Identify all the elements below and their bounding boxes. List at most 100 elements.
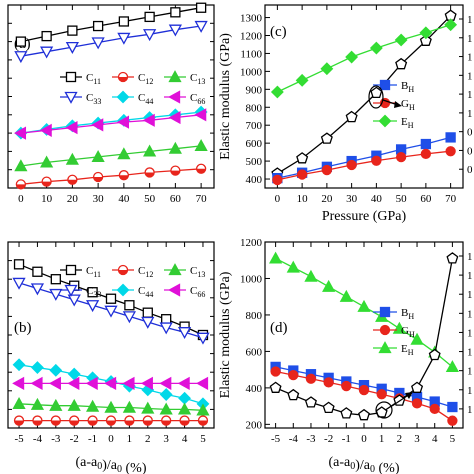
legend-sub: 11 (93, 270, 101, 279)
point-EH (444, 18, 458, 32)
legend-label-C13: C13 (190, 72, 205, 86)
point-C13 (65, 152, 79, 165)
legend-marker-C66 (168, 283, 181, 297)
point-C13 (177, 402, 192, 415)
legend-sub: 13 (197, 270, 205, 279)
legend-base: C (138, 92, 145, 104)
series-C13 (12, 396, 210, 416)
legend-sub: 13 (197, 77, 205, 86)
point-GH (296, 169, 308, 180)
x-axis-label-part: (%) (122, 461, 147, 474)
point-C11 (32, 266, 43, 277)
point-C11 (161, 314, 172, 325)
point-C12-fill (88, 420, 98, 426)
x-tick-label: 3 (163, 433, 169, 445)
point-C11 (41, 30, 52, 42)
point-GH (346, 159, 357, 171)
point-C12-fill (42, 181, 52, 187)
point-C66 (104, 376, 117, 390)
point-C11 (195, 2, 207, 13)
right-tick-label: 0 (467, 164, 473, 176)
point-GH (272, 174, 283, 186)
legend-marker-C13 (168, 263, 182, 276)
x-tick-label: 70 (196, 193, 208, 205)
x-axis-label: (a-a0)/a0 (%) (75, 455, 146, 474)
point-C13 (194, 139, 208, 152)
series-EH (270, 18, 458, 99)
y-tick-label: 600 (246, 138, 263, 150)
point-theta (375, 406, 388, 418)
x-tick-label: 20 (67, 193, 79, 205)
point-C12-fill (180, 420, 190, 426)
series-C33 (14, 20, 208, 64)
point-C66 (39, 123, 52, 137)
y-tick-label: 400 (246, 383, 263, 395)
point-C11 (87, 287, 98, 298)
legend-marker-EH (378, 341, 392, 354)
point-GH (429, 403, 440, 415)
point-C66 (91, 118, 104, 132)
legend-base: E (401, 116, 408, 128)
legend-marker-C33 (64, 91, 78, 104)
point-GH (376, 389, 387, 400)
point-C44 (12, 358, 26, 372)
legend-label-GH: GH (401, 325, 415, 339)
point-C66 (65, 121, 78, 135)
x-tick-label: 10 (41, 193, 53, 205)
point-C12-fill (69, 420, 79, 426)
x-tick-label: -3 (51, 433, 61, 445)
legend-sub: H (409, 103, 415, 112)
legend-base: G (401, 98, 409, 110)
point-GH (395, 151, 407, 163)
legend-base: C (190, 92, 197, 104)
point-C33 (49, 288, 63, 301)
legend-base: C (86, 72, 93, 84)
x-tick-label: 50 (144, 193, 156, 205)
legend-label-C44: C44 (138, 92, 153, 106)
point-theta (428, 348, 441, 361)
right-tick-label: 1 (467, 108, 473, 120)
legend-base: E (401, 343, 408, 355)
point-theta (322, 401, 335, 414)
point-C12-fill (124, 420, 134, 426)
series-C66 (12, 376, 209, 390)
point-C33 (91, 37, 105, 50)
panel-label-c: (c) (270, 24, 287, 40)
point-C44 (49, 363, 63, 377)
point-C33 (104, 305, 118, 318)
right-tick-label: 1 (467, 327, 473, 339)
legend-base: C (190, 72, 197, 84)
x-tick-label: 0 (361, 433, 367, 445)
legend-base: C (138, 72, 145, 84)
x-tick-label: 4 (182, 433, 188, 445)
legend-base: C (138, 285, 145, 297)
x-tick-label: 40 (371, 193, 383, 205)
right-tick-label: 1 (467, 308, 473, 320)
legend-label-C13: C13 (190, 265, 205, 279)
x-axis-label-part: )/a (102, 458, 118, 473)
x-axis-label-part: (a-a (75, 455, 98, 470)
legend-sub: 44 (145, 97, 153, 106)
point-C66 (159, 376, 172, 390)
legend-marker-C12-fill (118, 77, 128, 82)
point-GH (445, 146, 456, 157)
x-tick-label: -2 (70, 433, 79, 445)
point-C33 (12, 277, 26, 290)
y-tick-label: 900 (246, 84, 263, 96)
point-GH (288, 369, 299, 381)
right-tick-label: 1 (467, 366, 473, 378)
legend-base: C (86, 265, 93, 277)
point-C66 (14, 126, 27, 140)
legend-marker-C44 (116, 90, 130, 104)
point-BH (445, 132, 456, 143)
point-C66 (140, 376, 153, 390)
y-tick-label: 600 (246, 346, 263, 358)
point-C11 (118, 16, 130, 27)
point-C11 (105, 293, 117, 304)
right-tick-label: 1 (467, 14, 473, 26)
annotation-ellipse-c (368, 85, 384, 109)
point-C13 (117, 147, 131, 160)
legend-marker-C11 (65, 71, 77, 83)
legend-sub: H (409, 330, 415, 339)
